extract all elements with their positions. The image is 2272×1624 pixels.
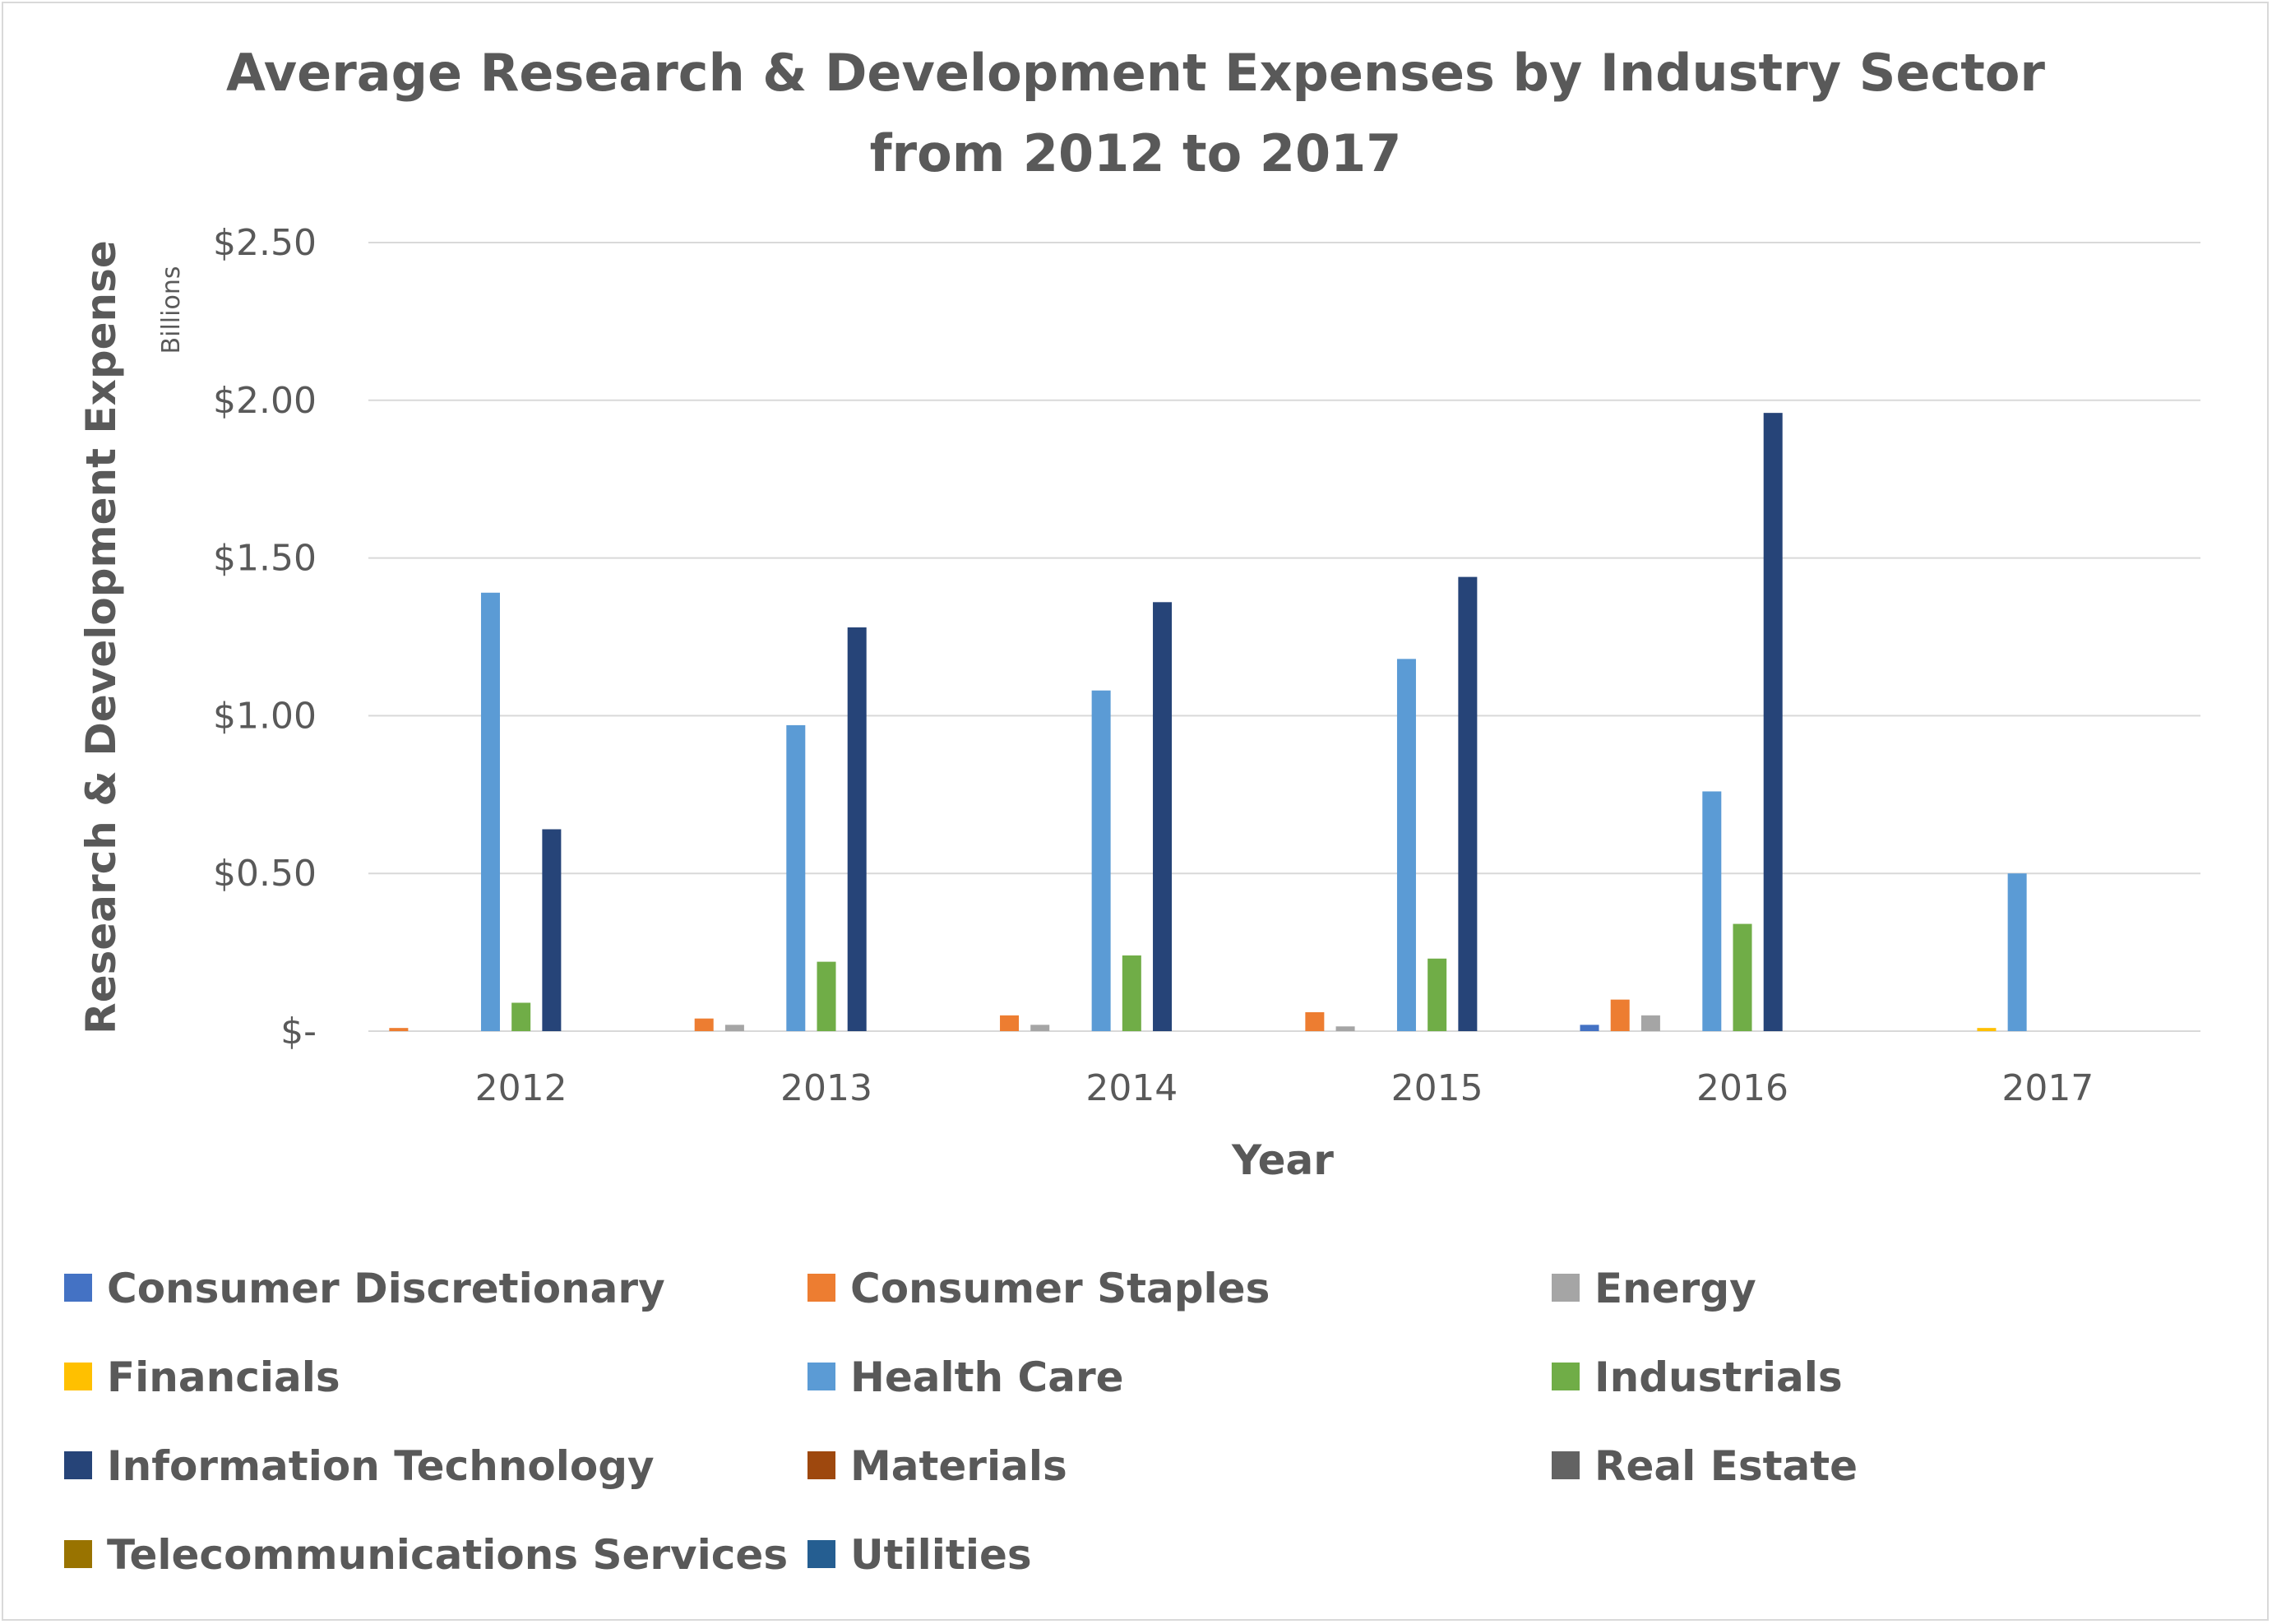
legend-swatch — [64, 1363, 92, 1390]
legend-swatch — [1552, 1274, 1580, 1302]
x-tick-label: 2017 — [2001, 1067, 2094, 1109]
chart-title-line-2: from 2012 to 2017 — [870, 123, 1402, 183]
y-axis-tick-labels: $- $0.50 $1.00 $1.50 $2.00 $2.50 — [213, 222, 317, 1053]
bar — [2007, 873, 2027, 1031]
bar — [694, 1018, 714, 1031]
bar — [1305, 1011, 1325, 1031]
bar — [1000, 1015, 1020, 1031]
bar — [724, 1025, 744, 1031]
bar — [480, 592, 500, 1031]
bars — [389, 413, 2027, 1031]
bar — [1610, 999, 1630, 1031]
y-axis-title: Research & Development Expense — [77, 240, 125, 1034]
x-tick-label: 2012 — [475, 1067, 567, 1109]
legend-label: Consumer Discretionary — [107, 1265, 665, 1312]
y-tick-label: $1.50 — [213, 538, 317, 580]
legend-label: Utilities — [850, 1531, 1032, 1579]
bar — [542, 829, 562, 1031]
bar — [786, 724, 806, 1031]
bar — [511, 1002, 531, 1031]
legend-label: Information Technology — [107, 1442, 655, 1490]
bar — [1030, 1025, 1050, 1031]
x-axis-tick-labels: 2012 2013 2014 2015 2016 2017 — [475, 1067, 2094, 1109]
bar — [1580, 1025, 1599, 1031]
legend-swatch — [807, 1363, 835, 1390]
legend-label: Real Estate — [1594, 1442, 1858, 1490]
bar — [817, 961, 836, 1031]
bar — [1335, 1026, 1355, 1031]
y-tick-label: $2.50 — [213, 222, 317, 264]
bar — [1122, 955, 1141, 1031]
bar — [1458, 576, 1478, 1031]
bar — [389, 1028, 409, 1031]
legend-swatch — [1552, 1451, 1580, 1479]
chart-title-line-1: Average Research & Development Expenses … — [226, 43, 2045, 103]
y-axis-unit-label: Billions — [157, 266, 186, 354]
bar — [1640, 1015, 1660, 1031]
x-tick-label: 2013 — [780, 1067, 872, 1109]
legend-label: Energy — [1594, 1265, 1756, 1312]
y-tick-label: $1.00 — [213, 695, 317, 737]
legend-swatch — [64, 1540, 92, 1568]
y-tick-label: $0.50 — [213, 853, 317, 895]
bar — [1396, 659, 1416, 1031]
legend-swatch — [807, 1274, 835, 1302]
legend-swatch — [807, 1451, 835, 1479]
legend-swatch — [807, 1540, 835, 1568]
gridlines — [368, 242, 2200, 1032]
legend-swatch — [64, 1274, 92, 1302]
legend-label: Telecommunications Services — [107, 1531, 788, 1579]
x-tick-label: 2016 — [1696, 1067, 1788, 1109]
bar — [1977, 1028, 1997, 1031]
bar — [1428, 958, 1447, 1031]
x-tick-label: 2014 — [1085, 1067, 1178, 1109]
bar — [1733, 923, 1752, 1031]
y-tick-label: $2.00 — [213, 380, 317, 422]
x-axis-title: Year — [1231, 1136, 1334, 1184]
bar — [847, 627, 867, 1031]
bar — [1091, 690, 1111, 1031]
legend-label: Health Care — [850, 1353, 1124, 1401]
legend-label: Industrials — [1594, 1353, 1843, 1401]
legend-label: Financials — [107, 1353, 340, 1401]
legend-label: Consumer Staples — [850, 1265, 1270, 1312]
chart-title: Average Research & Development Expenses … — [226, 43, 2045, 183]
bar — [1153, 602, 1173, 1031]
x-tick-label: 2015 — [1391, 1067, 1483, 1109]
legend: Consumer Discretionary Consumer Staples En… — [64, 1265, 1858, 1579]
legend-swatch — [64, 1451, 92, 1479]
y-tick-label: $- — [280, 1011, 317, 1053]
bar — [1763, 413, 1783, 1031]
legend-swatch — [1552, 1363, 1580, 1390]
legend-label: Materials — [850, 1442, 1067, 1490]
bar — [1702, 791, 1722, 1031]
